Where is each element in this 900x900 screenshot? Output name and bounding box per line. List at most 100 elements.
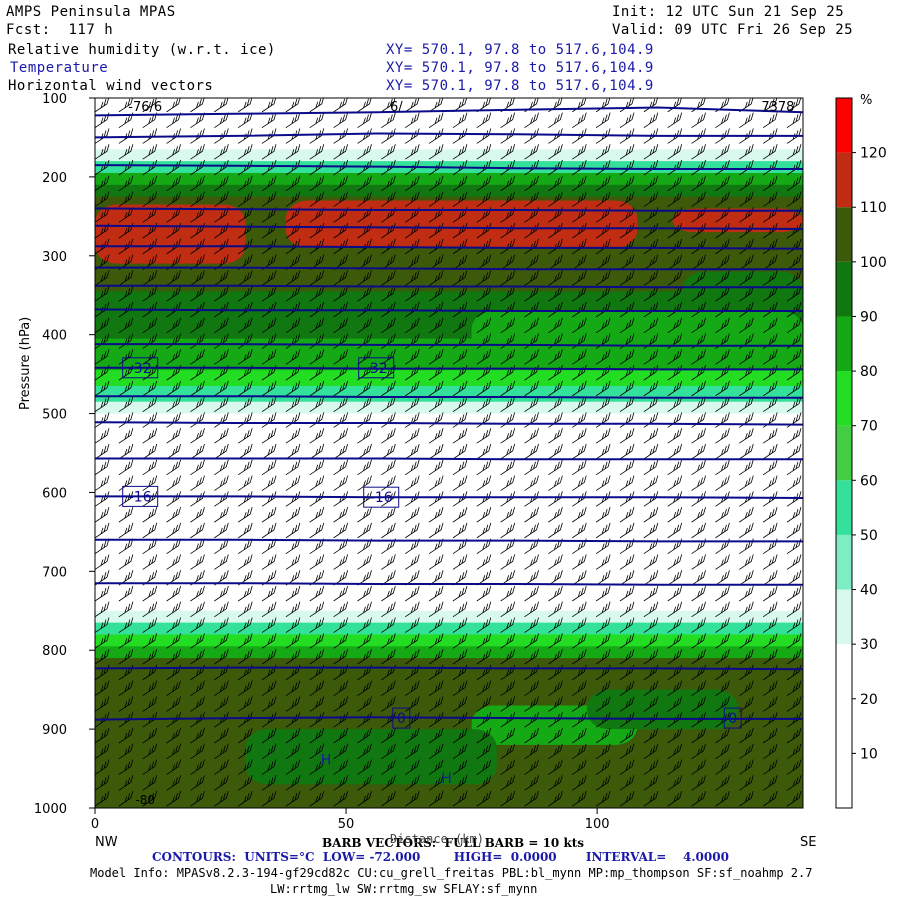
colorbar-tick-label: 60 [860,473,878,489]
wind-barb [285,507,301,523]
wind-barb [739,585,754,602]
wind-barb [786,570,802,586]
wind-barb [476,98,491,113]
wind-barb [333,507,349,523]
wind-barb [214,507,229,523]
wind-barb [739,522,754,539]
wind-barb [691,254,706,270]
wind-barb [500,443,516,460]
wind-barb [739,286,754,302]
contour-label: -32 [365,361,388,377]
wind-barb [643,759,659,775]
wind-barb [762,144,778,160]
wind-barb [572,522,587,539]
wind-barb [619,98,635,113]
wind-barb [428,144,444,160]
contour--24 [95,421,803,426]
wind-barb [237,144,253,160]
wind-barb [190,601,205,618]
rh-patch-6 [587,689,738,730]
wind-barb [595,270,611,286]
contour--48 [95,266,803,271]
wind-barb [333,743,349,760]
wind-barb [166,743,181,760]
wind-barb [524,696,539,712]
wind-barb [118,617,134,633]
wind-barb [619,570,635,586]
wind-barb [309,475,325,491]
wind-barb [118,554,134,570]
wind-barb [381,144,396,160]
wind-barb [381,475,396,491]
wind-barb [333,617,349,633]
wind-barb [309,396,325,412]
wind-barb [739,365,754,381]
wind-barb [214,317,229,334]
colorbar-segment [836,98,852,153]
wind-barb [452,617,468,633]
wind-barb [452,585,468,602]
wind-barb [95,649,110,665]
wind-barb [786,98,802,113]
wind-barb [667,112,683,128]
x-tick-label: 0 [91,817,99,832]
wind-barb [333,601,349,618]
contour--4 [95,666,803,671]
wind-barb [381,175,396,192]
wind-barb [95,585,110,602]
wind-barb [667,365,683,381]
wind-barb [452,554,468,570]
wind-barb [739,507,754,523]
wind-barb [381,317,396,334]
wind-barb [285,443,301,460]
wind-barb [357,270,372,286]
wind-barb [357,98,372,113]
wind-barb [357,175,372,192]
wind-barb [95,443,110,460]
wind-barb [524,475,539,491]
wind-barb [452,144,468,160]
wind-barb [428,507,444,523]
wind-barb [381,507,396,523]
wind-barb [476,175,492,192]
wind-barb [285,775,301,791]
contour--20 [95,457,803,461]
wind-barb [476,443,492,460]
high-marker: H [321,753,332,769]
wind-barb [667,649,683,665]
wind-barb [214,743,229,760]
wind-barb [309,696,325,712]
wind-barb [285,317,301,334]
wind-barb [357,380,372,397]
wind-barb [762,743,778,760]
wind-barb [214,270,229,286]
wind-barb [381,223,396,239]
wind-barb [643,380,659,397]
model-info-line-2: LW:rrtmg_lw SW:rrtmg_sw SFLAY:sf_mynn [270,882,538,896]
wind-barb [619,522,635,539]
wind-barb [237,475,253,491]
wind-barb [381,191,396,207]
wind-barb [309,522,325,539]
wind-barb [739,759,754,775]
wind-barb [643,317,659,334]
field-name-temperature: Temperature [10,60,109,76]
wind-barb [285,459,301,476]
wind-barb [309,633,325,649]
wind-barb [142,601,158,618]
wind-barb [237,696,253,712]
wind-barb [190,443,205,460]
wind-barb [118,791,134,807]
wind-barb [500,759,516,775]
wind-barb [381,727,396,744]
wind-barb [118,680,134,696]
wind-barb [572,649,587,665]
wind-barb [786,664,802,681]
wind-barb [524,380,539,397]
wind-barb [95,727,110,744]
wind-barb [786,601,802,618]
wind-barb [237,286,253,302]
colorbar-tick-label: 40 [860,583,878,599]
wind-barb [404,144,420,160]
wind-barb [381,522,396,539]
